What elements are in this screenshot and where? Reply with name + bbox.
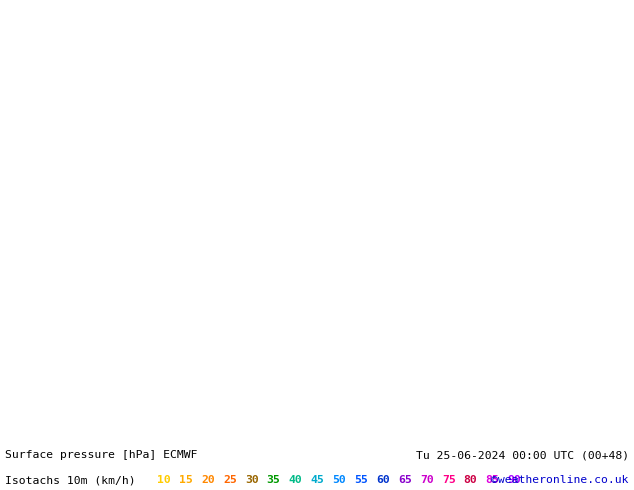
Text: 45: 45 [311,475,324,485]
Text: 70: 70 [420,475,434,485]
Text: ©weatheronline.co.uk: ©weatheronline.co.uk [491,475,629,485]
Text: 35: 35 [267,475,280,485]
Text: 25: 25 [223,475,236,485]
Text: 20: 20 [201,475,215,485]
Text: 65: 65 [398,475,412,485]
Text: 60: 60 [376,475,390,485]
Text: 15: 15 [179,475,193,485]
Text: Tu 25-06-2024 00:00 UTC (00+48): Tu 25-06-2024 00:00 UTC (00+48) [416,450,629,460]
Text: 85: 85 [486,475,500,485]
Text: Isotachs 10m (km/h): Isotachs 10m (km/h) [5,475,136,485]
Text: 50: 50 [332,475,346,485]
Text: 55: 55 [354,475,368,485]
Text: 40: 40 [288,475,302,485]
Text: 90: 90 [507,475,521,485]
Text: 30: 30 [245,475,259,485]
Text: Surface pressure [hPa] ECMWF: Surface pressure [hPa] ECMWF [5,450,198,460]
Text: 80: 80 [463,475,477,485]
Text: 75: 75 [442,475,456,485]
Text: 10: 10 [157,475,171,485]
